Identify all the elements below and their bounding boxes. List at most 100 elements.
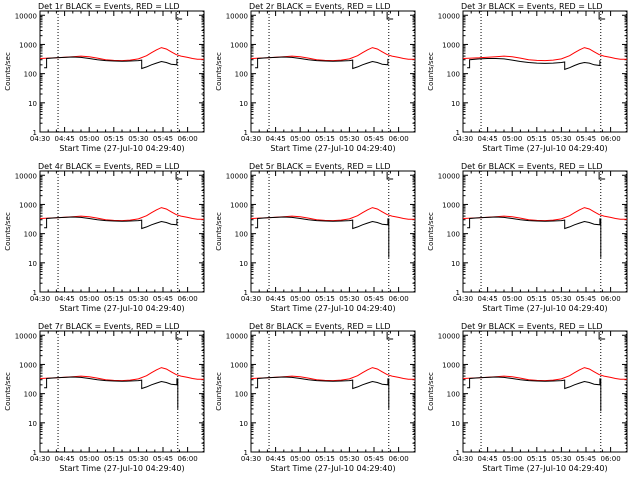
x-axis-label: Start Time (27-Jul-10 04:29:40) xyxy=(482,464,607,473)
panel-title: Det 4r BLACK = Events, RED = LLD xyxy=(38,162,180,171)
events-series-line xyxy=(467,58,601,71)
x-tick-label: 04:45 xyxy=(266,455,286,463)
panel-4: Det 4r BLACK = Events, RED = LLD Counts/s… xyxy=(4,162,205,313)
x-axis-label: Start Time (27-Jul-10 04:29:40) xyxy=(270,304,395,313)
plot-frame xyxy=(462,170,628,293)
x-tick-label: 06:00 xyxy=(178,135,198,143)
y-tick-label: 100 xyxy=(235,391,248,399)
y-tick-label: 1000 xyxy=(19,41,37,49)
y-tick-label: 1 xyxy=(33,129,37,137)
y-tick-label: 1 xyxy=(33,449,37,457)
x-tick-label: 05:15 xyxy=(315,295,335,303)
x-tick-label: 04:45 xyxy=(478,295,498,303)
panel-6: Det 6r BLACK = Events, RED = LLD Counts/s… xyxy=(427,162,628,313)
x-tick-label: 05:45 xyxy=(153,295,173,303)
x-tick-label: 05:30 xyxy=(128,135,148,143)
y-tick-label: 10 xyxy=(451,420,460,428)
lld-series-line xyxy=(39,367,204,382)
x-axis-label: Start Time (27-Jul-10 04:29:40) xyxy=(482,144,607,153)
x-tick-label: 06:00 xyxy=(178,295,198,303)
y-tick-label: 1 xyxy=(244,129,248,137)
x-tick-label: 04:30 xyxy=(241,455,261,463)
y-tick-label: 10 xyxy=(28,260,37,268)
lld-series-line xyxy=(250,47,415,62)
x-tick-label: 05:45 xyxy=(364,295,384,303)
y-tick-label: 1000 xyxy=(230,201,248,209)
x-tick-label: 04:30 xyxy=(30,135,50,143)
x-tick-label: 04:30 xyxy=(241,295,261,303)
lld-series-line xyxy=(462,47,627,62)
y-tick-label: 100 xyxy=(24,231,37,239)
panel-title: Det 6r BLACK = Events, RED = LLD xyxy=(461,162,603,171)
y-tick-label: 100 xyxy=(447,231,460,239)
x-tick-label: 05:15 xyxy=(104,455,124,463)
events-series-line xyxy=(255,376,390,409)
panel-7: Det 7r BLACK = Events, RED = LLD Counts/s… xyxy=(4,322,205,473)
panel-1: Det 1r BLACK = Events, RED = LLD Counts/s… xyxy=(4,2,205,153)
panel-title: Det 3r BLACK = Events, RED = LLD xyxy=(461,2,603,11)
x-tick-label: 05:15 xyxy=(315,135,335,143)
y-axis-label: Counts/sec xyxy=(427,52,435,91)
x-tick-label: 05:15 xyxy=(104,135,124,143)
y-tick-label: 10000 xyxy=(226,12,248,20)
x-tick-label: 05:15 xyxy=(527,135,547,143)
x-tick-label: 05:15 xyxy=(104,295,124,303)
x-tick-label: 04:45 xyxy=(266,135,286,143)
y-tick-label: 1 xyxy=(244,289,248,297)
y-tick-label: 10000 xyxy=(438,12,460,20)
x-tick-label: 05:30 xyxy=(339,295,359,303)
y-tick-label: 1 xyxy=(456,289,460,297)
y-tick-label: 1000 xyxy=(442,201,460,209)
plot-frame xyxy=(462,330,628,453)
y-tick-label: 1000 xyxy=(19,361,37,369)
panel-title: Det 1r BLACK = Events, RED = LLD xyxy=(38,2,180,11)
panel-title: Det 2r BLACK = Events, RED = LLD xyxy=(249,2,391,11)
interval-marker xyxy=(175,332,183,340)
x-tick-label: 05:30 xyxy=(128,455,148,463)
x-tick-label: 04:30 xyxy=(30,295,50,303)
interval-marker xyxy=(175,12,183,20)
x-tick-label: 05:00 xyxy=(290,455,310,463)
y-tick-label: 10 xyxy=(239,260,248,268)
y-axis-label: Counts/sec xyxy=(427,212,435,251)
plot-frame xyxy=(250,170,416,293)
panel-title: Det 8r BLACK = Events, RED = LLD xyxy=(249,322,391,331)
x-tick-label: 04:30 xyxy=(30,455,50,463)
y-tick-label: 10000 xyxy=(438,332,460,340)
x-tick-label: 05:45 xyxy=(576,455,596,463)
y-tick-label: 100 xyxy=(447,71,460,79)
x-tick-label: 05:45 xyxy=(576,135,596,143)
y-tick-label: 10 xyxy=(451,260,460,268)
y-tick-label: 1000 xyxy=(19,201,37,209)
y-tick-label: 1 xyxy=(456,449,460,457)
y-tick-label: 10000 xyxy=(15,332,37,340)
lld-series-line xyxy=(462,207,627,222)
x-axis-label: Start Time (27-Jul-10 04:29:40) xyxy=(270,144,395,153)
x-tick-label: 05:00 xyxy=(502,135,522,143)
x-tick-label: 05:15 xyxy=(527,455,547,463)
panel-3: Det 3r BLACK = Events, RED = LLD Counts/s… xyxy=(427,2,628,153)
plot-frame xyxy=(39,170,205,293)
y-tick-label: 1 xyxy=(244,449,248,457)
x-tick-label: 06:00 xyxy=(178,455,198,463)
x-tick-label: 05:00 xyxy=(502,295,522,303)
x-tick-label: 04:30 xyxy=(453,455,473,463)
x-tick-label: 05:45 xyxy=(364,135,384,143)
lld-series-line xyxy=(462,367,627,382)
x-tick-label: 05:45 xyxy=(153,455,173,463)
x-tick-label: 04:45 xyxy=(478,135,498,143)
panel-9: Det 9r BLACK = Events, RED = LLD Counts/s… xyxy=(427,322,628,473)
y-tick-label: 1000 xyxy=(442,361,460,369)
lld-series-line xyxy=(39,47,204,62)
panel-5: Det 5r BLACK = Events, RED = LLD Counts/s… xyxy=(215,162,416,313)
interval-marker xyxy=(598,172,606,180)
y-tick-label: 10 xyxy=(28,420,37,428)
x-tick-label: 05:00 xyxy=(79,295,99,303)
x-tick-label: 05:45 xyxy=(153,135,173,143)
y-axis-label: Counts/sec xyxy=(4,212,12,251)
panel-8: Det 8r BLACK = Events, RED = LLD Counts/s… xyxy=(215,322,416,473)
plot-frame xyxy=(250,10,416,133)
interval-marker xyxy=(598,12,606,20)
lld-series-line xyxy=(39,207,204,222)
